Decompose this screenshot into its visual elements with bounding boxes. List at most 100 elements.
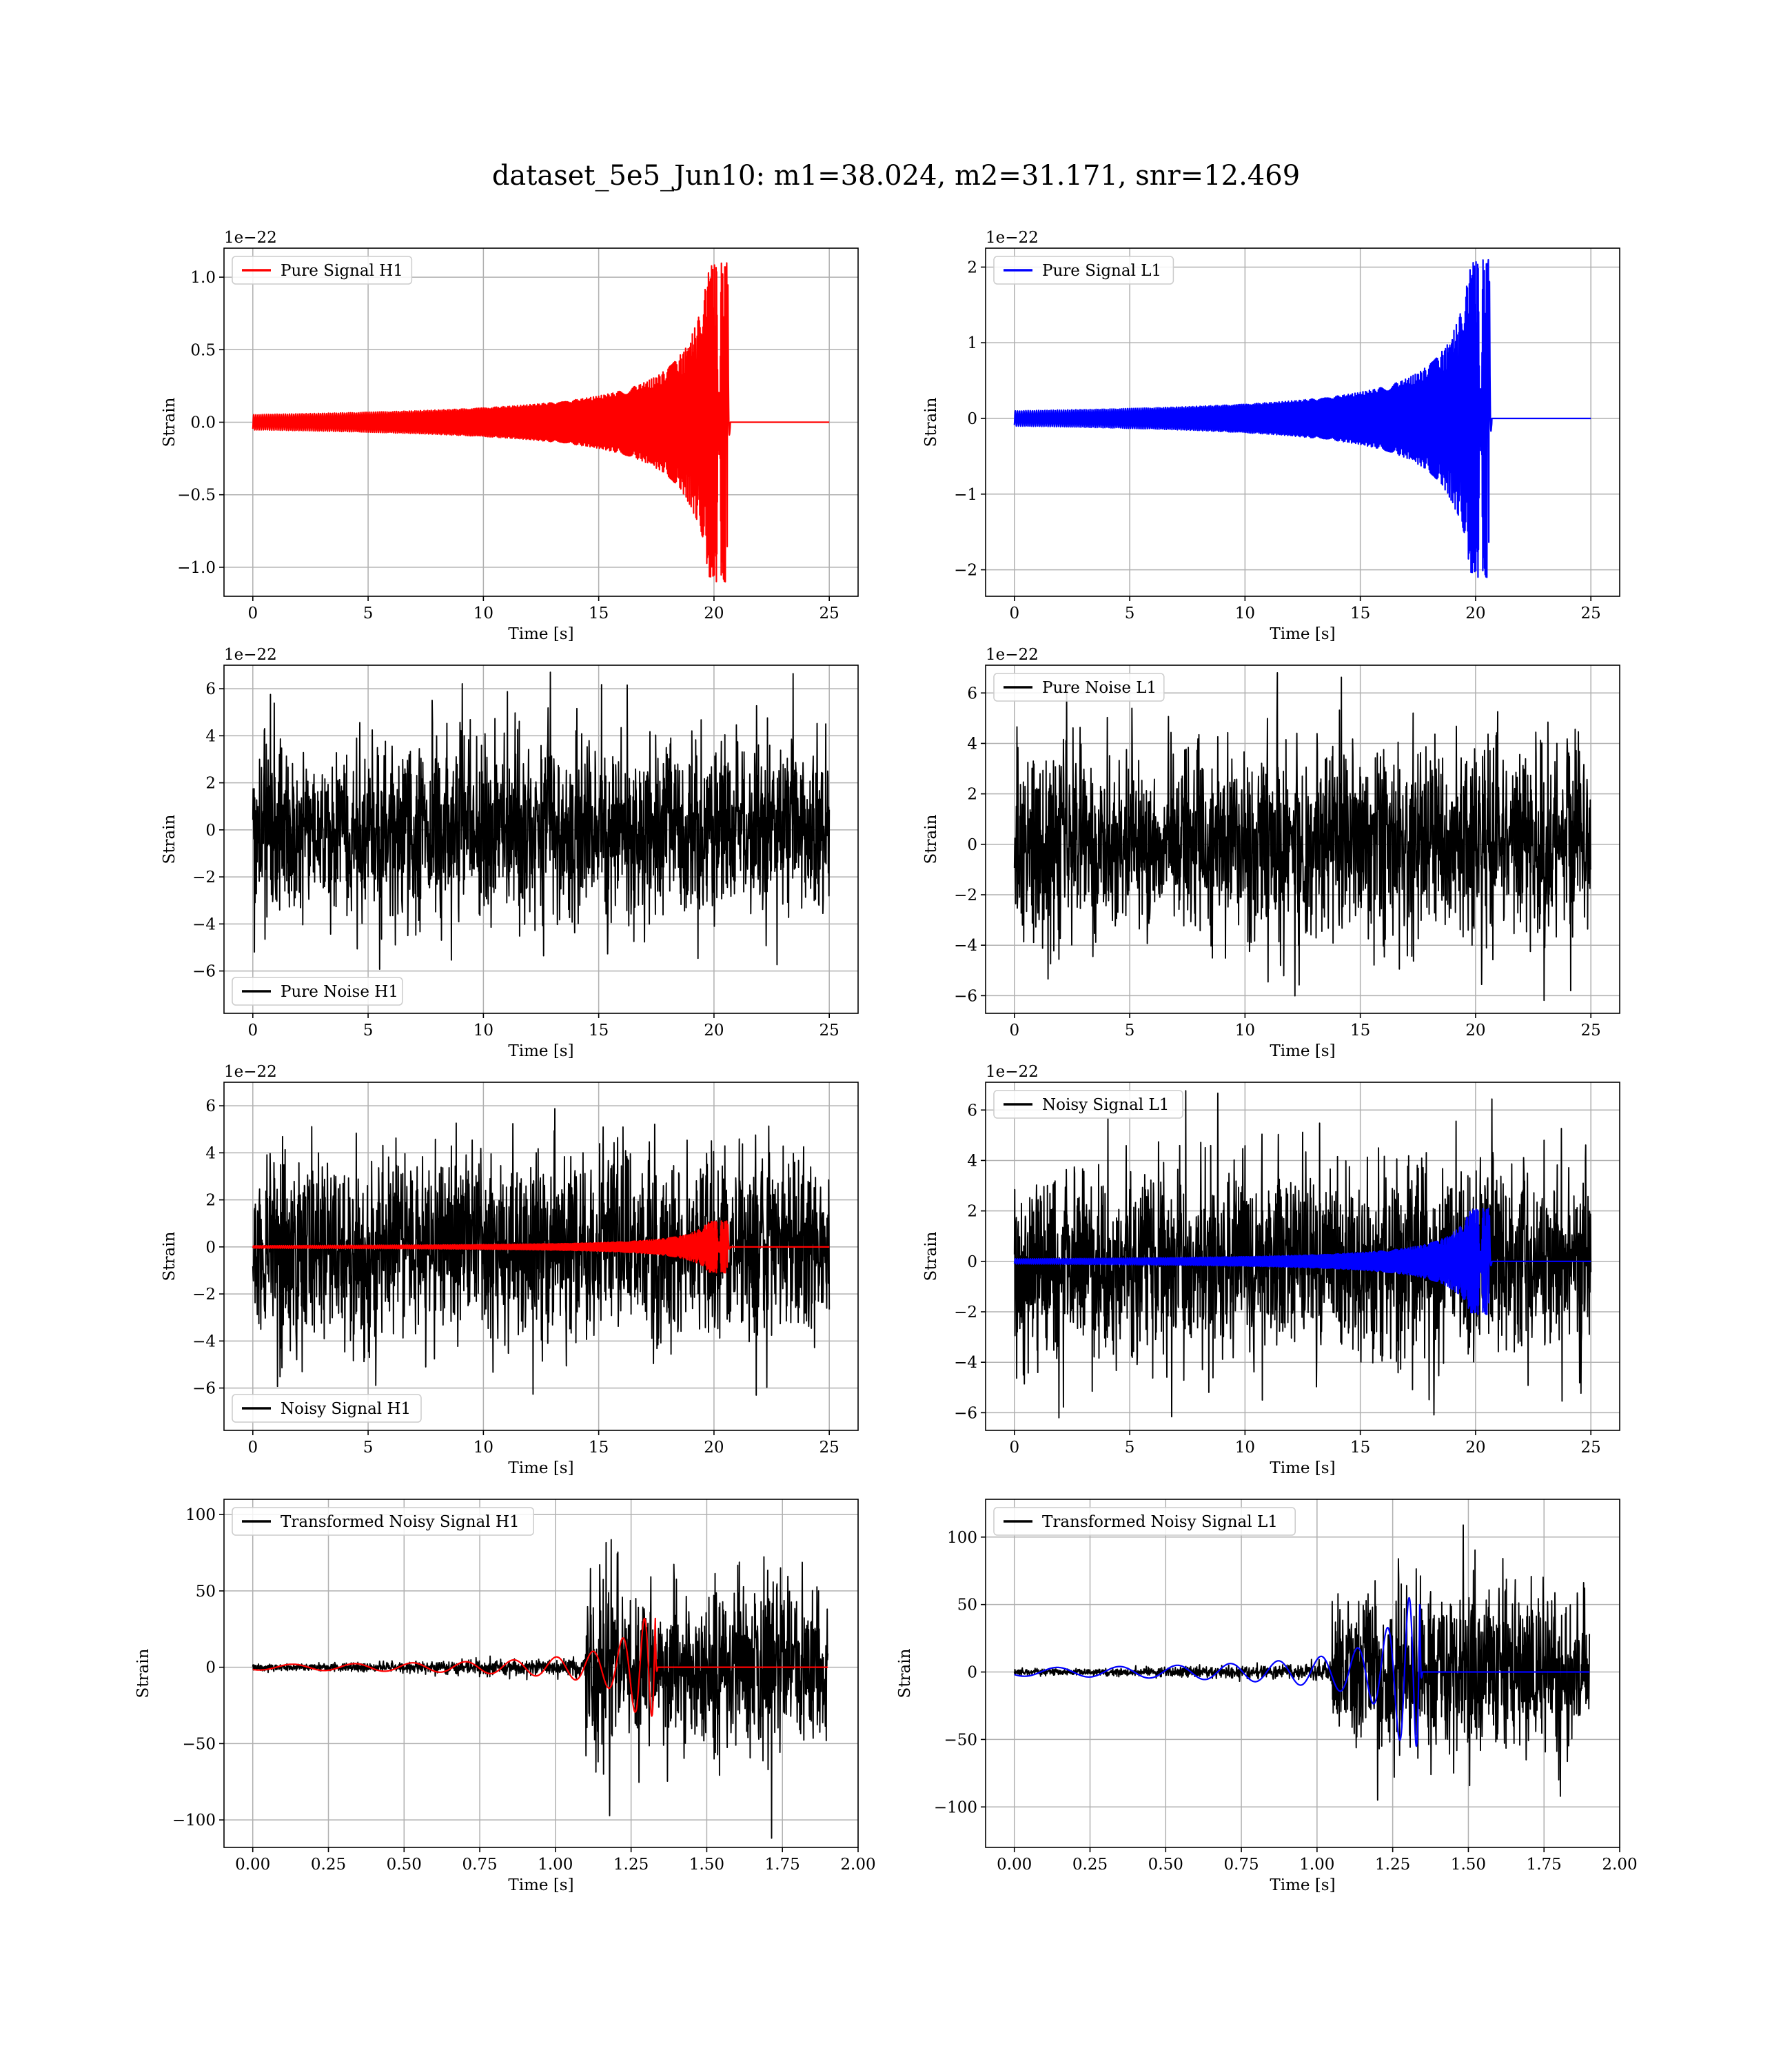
x-tick-label: 1.50 — [1451, 1856, 1486, 1874]
x-tick-label: 0 — [247, 605, 258, 622]
legend-label: Noisy Signal H1 — [281, 1400, 411, 1418]
series-line — [252, 1220, 830, 1274]
y-tick-label: −50 — [182, 1735, 216, 1753]
x-axis-label: Time [s] — [508, 1042, 573, 1060]
series-line — [1013, 1090, 1592, 1419]
y-tick-label: 6 — [967, 1102, 977, 1119]
legend-box — [232, 1394, 422, 1423]
legend: Pure Signal H1 — [232, 256, 413, 285]
x-tick-label: 20 — [704, 605, 724, 622]
x-tick-label: 25 — [1581, 605, 1601, 622]
legend-box — [232, 256, 413, 285]
y-tick-label: −6 — [192, 963, 216, 981]
x-tick-label: 15 — [1350, 605, 1370, 622]
legend-box — [232, 1507, 534, 1536]
y-tick-label: 100 — [947, 1529, 977, 1547]
x-tick-label: 1.25 — [1375, 1856, 1410, 1874]
y-tick-label: 100 — [185, 1506, 216, 1524]
x-axis-label: Time [s] — [508, 1459, 573, 1477]
y-tick-label: −100 — [934, 1798, 977, 1816]
y-tick-label: −0.5 — [177, 487, 216, 505]
legend: Transformed Noisy Signal L1 — [993, 1507, 1296, 1536]
legend-box — [993, 673, 1165, 702]
data-group — [1013, 1524, 1591, 1801]
series-line — [252, 1539, 829, 1839]
x-tick-label: 0.00 — [997, 1856, 1032, 1874]
x-tick-label: 25 — [1581, 1022, 1601, 1040]
y-tick-label: 0 — [967, 836, 977, 854]
y-tick-label: −2 — [954, 1304, 977, 1321]
x-axis-label: Time [s] — [508, 1876, 573, 1894]
x-tick-label: 20 — [704, 1439, 724, 1457]
series-line — [252, 1617, 828, 1717]
axes-row3-left: 0 5 10 15 20 25 −6 −4 −2 0 2 4 6 Time [s] Strain 1e−22 N… — [161, 1063, 859, 1477]
x-tick-label: 0 — [247, 1022, 258, 1040]
axes-row1-left: 0 5 10 15 20 25 −1.0 −0.5 0.0 0.5 1.0 Time [s] Strai… — [161, 229, 859, 643]
x-tick-label: 15 — [589, 1439, 609, 1457]
axes-frame — [223, 1499, 859, 1848]
y-axis-label: Strain — [896, 1648, 914, 1698]
legend-label: Transformed Noisy Signal H1 — [281, 1513, 520, 1531]
x-tick-label: 10 — [474, 605, 493, 622]
y-tick-label: 0 — [967, 1664, 977, 1682]
y-tick-label: 0 — [967, 410, 977, 428]
legend-box — [232, 977, 403, 1006]
y-tick-label: −6 — [954, 1404, 977, 1422]
x-tick-label: 0.25 — [311, 1856, 346, 1874]
y-tick-label: 2 — [967, 786, 977, 804]
legend: Pure Signal L1 — [993, 256, 1174, 285]
legend-label: Transformed Noisy Signal L1 — [1042, 1513, 1278, 1531]
y-axis-label: Strain — [161, 814, 179, 864]
x-tick-label: 15 — [589, 1022, 609, 1040]
legend: Pure Noise L1 — [993, 673, 1165, 702]
x-tick-label: 20 — [1465, 605, 1485, 622]
x-tick-label: 5 — [1125, 1439, 1135, 1457]
y-tick-label: 2 — [967, 1203, 977, 1221]
axes-row3-right: 0 5 10 15 20 25 −6 −4 −2 0 2 4 6 Time [s] Strain 1e−22N… — [922, 1063, 1620, 1477]
data-group — [252, 262, 830, 582]
x-tick-label: 20 — [704, 1022, 724, 1040]
y-tick-label: −4 — [954, 937, 977, 955]
x-axis-label: Time [s] — [1270, 1876, 1335, 1894]
x-tick-label: 15 — [589, 605, 609, 622]
y-tick-label: −1.0 — [177, 559, 216, 577]
offset-text: 1e−22 — [224, 1063, 277, 1081]
x-tick-label: 5 — [363, 1022, 374, 1040]
x-axis-label: Time [s] — [1270, 1459, 1335, 1477]
x-tick-label: 0.00 — [235, 1856, 270, 1874]
legend-box — [993, 1507, 1296, 1536]
offset-text: 1e−22 — [986, 1063, 1039, 1081]
series-line — [252, 262, 830, 582]
y-axis-label: Strain — [922, 814, 940, 864]
x-tick-label: 5 — [363, 605, 374, 622]
legend-box — [993, 1090, 1183, 1119]
x-tick-label: 1.25 — [613, 1856, 649, 1874]
axes-row4-left: 0.00 0.25 0.50 0.75 1.00 1.25 1.50 1.75 2.00 −100… — [134, 1499, 876, 1894]
series-line — [1014, 1596, 1590, 1747]
axes-frame — [985, 665, 1620, 1014]
x-tick-label: 0 — [247, 1439, 258, 1457]
y-tick-label: 50 — [196, 1583, 216, 1601]
data-group — [252, 671, 831, 970]
legend-label: Pure Noise L1 — [1042, 679, 1157, 697]
y-axis-label: Strain — [922, 397, 940, 447]
legend-label: Pure Signal H1 — [281, 262, 403, 280]
x-tick-label: 0.50 — [1148, 1856, 1183, 1874]
x-axis-label: Time [s] — [1270, 625, 1335, 643]
x-tick-label: 5 — [1125, 605, 1135, 622]
x-tick-label: 0 — [1009, 605, 1019, 622]
y-tick-label: 2 — [205, 775, 216, 793]
axes-frame — [985, 1499, 1620, 1848]
offset-text: 1e−22 — [986, 646, 1039, 664]
y-tick-label: 0 — [967, 1253, 977, 1271]
series-line — [252, 1108, 831, 1396]
y-tick-label: 1.0 — [190, 269, 216, 287]
y-axis-label: Strain — [161, 1231, 179, 1281]
y-tick-label: −4 — [954, 1354, 977, 1372]
y-tick-label: −2 — [192, 1286, 216, 1304]
y-tick-label: 50 — [957, 1596, 977, 1614]
offset-text: 1e−22 — [224, 646, 277, 664]
x-tick-label: 2.00 — [840, 1856, 875, 1874]
x-tick-label: 0.75 — [1223, 1856, 1259, 1874]
